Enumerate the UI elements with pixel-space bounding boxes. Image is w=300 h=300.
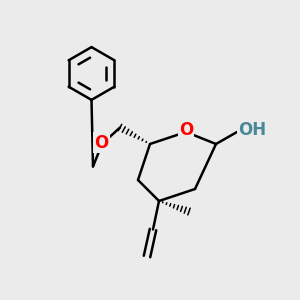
Text: O: O [94,134,109,152]
Text: O: O [179,122,193,140]
Text: OH: OH [238,122,267,140]
